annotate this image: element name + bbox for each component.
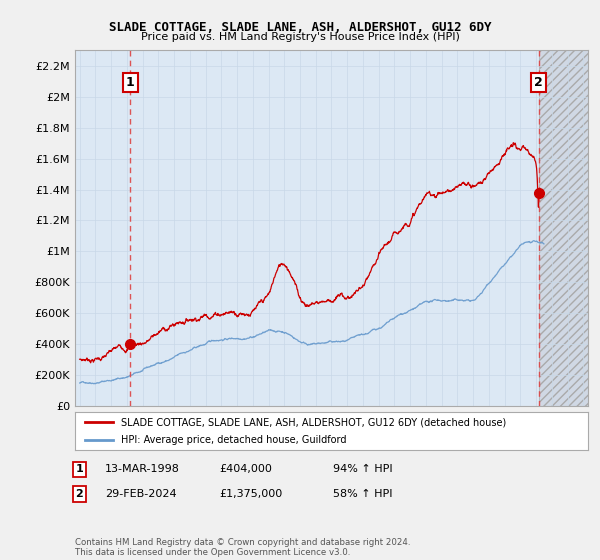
Text: 2: 2	[76, 489, 83, 499]
Text: 2: 2	[535, 76, 543, 89]
Text: 13-MAR-1998: 13-MAR-1998	[105, 464, 180, 474]
Text: Price paid vs. HM Land Registry's House Price Index (HPI): Price paid vs. HM Land Registry's House …	[140, 32, 460, 42]
Text: 1: 1	[126, 76, 134, 89]
Text: 29-FEB-2024: 29-FEB-2024	[105, 489, 176, 499]
Text: 58% ↑ HPI: 58% ↑ HPI	[333, 489, 392, 499]
Text: 1: 1	[76, 464, 83, 474]
Text: HPI: Average price, detached house, Guildford: HPI: Average price, detached house, Guil…	[121, 435, 347, 445]
Text: SLADE COTTAGE, SLADE LANE, ASH, ALDERSHOT, GU12 6DY: SLADE COTTAGE, SLADE LANE, ASH, ALDERSHO…	[109, 21, 491, 34]
Bar	[539, 50, 588, 406]
Text: SLADE COTTAGE, SLADE LANE, ASH, ALDERSHOT, GU12 6DY (detached house): SLADE COTTAGE, SLADE LANE, ASH, ALDERSHO…	[121, 417, 506, 427]
Text: £1,375,000: £1,375,000	[219, 489, 282, 499]
Text: £404,000: £404,000	[219, 464, 272, 474]
Text: 94% ↑ HPI: 94% ↑ HPI	[333, 464, 392, 474]
Text: Contains HM Land Registry data © Crown copyright and database right 2024.
This d: Contains HM Land Registry data © Crown c…	[75, 538, 410, 557]
Bar	[539, 50, 588, 406]
